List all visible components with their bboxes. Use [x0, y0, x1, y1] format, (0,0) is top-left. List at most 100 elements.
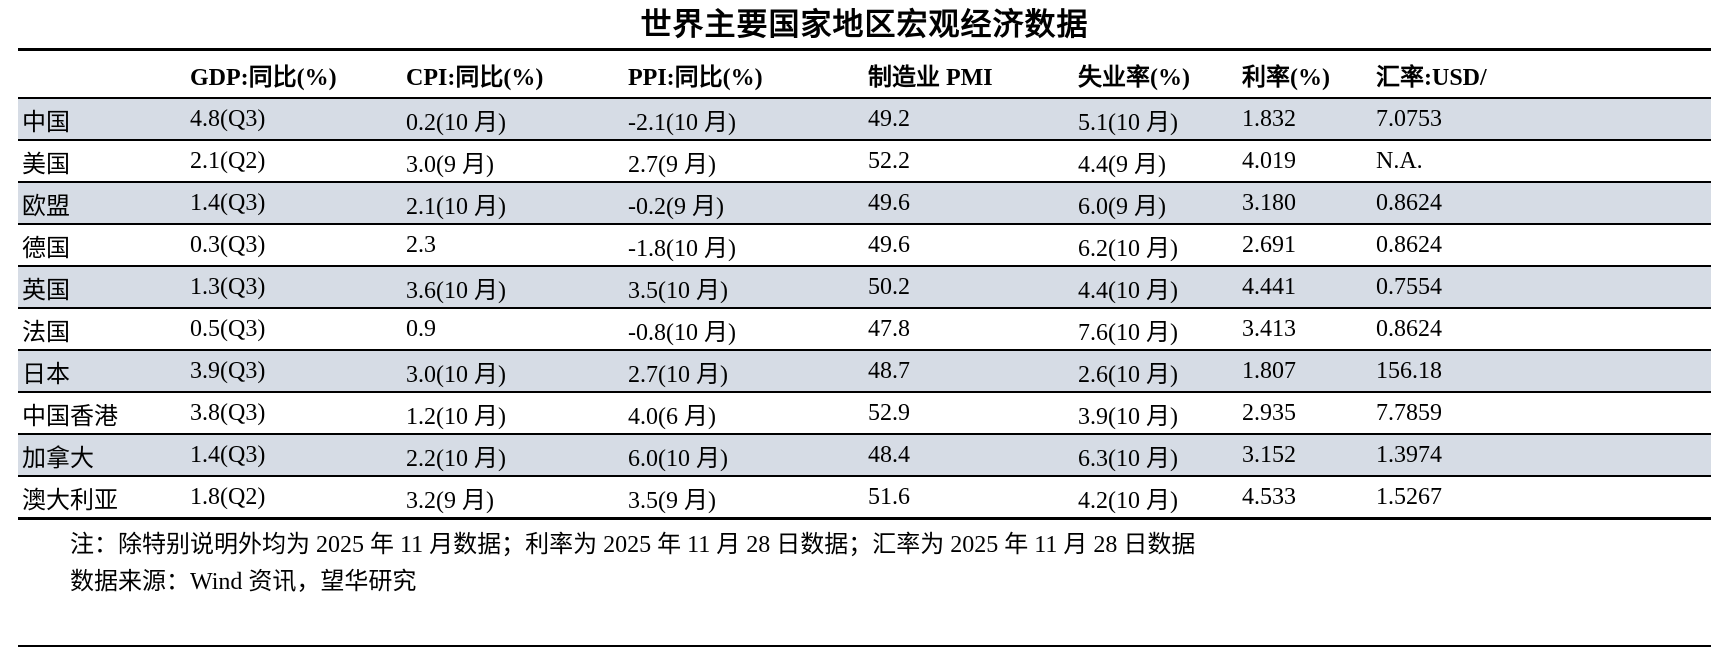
cell-cpi: 2.1(10 月)	[406, 193, 506, 220]
region-cell: 澳大利亚	[22, 487, 118, 514]
region-cell: 日本	[22, 361, 70, 388]
cell-pmi: 52.2	[868, 147, 910, 174]
cell-cpi: 2.2(10 月)	[406, 445, 506, 472]
cell-pmi: 49.6	[868, 189, 910, 216]
cell-interest_rate: 4.533	[1242, 483, 1296, 510]
cell-cpi: 3.2(9 月)	[406, 487, 494, 514]
cell-interest_rate: 2.935	[1242, 399, 1296, 426]
table-row: 中国 4.8(Q3) 0.2(10 月) -2.1(10 月) 49.2 5.1(10 月…	[18, 98, 1711, 140]
cell-ppi: 6.0(10 月)	[628, 445, 728, 472]
cell-interest_rate: 1.807	[1242, 357, 1296, 384]
table-row: 中国香港 3.8(Q3) 1.2(10 月) 4.0(6 月) 52.9 3.9(10 月…	[18, 392, 1711, 434]
table-row: 美国 2.1(Q2) 3.0(9 月) 2.7(9 月) 52.2 4.4(9 月) 4.0…	[18, 140, 1711, 182]
column-header	[18, 51, 186, 98]
macro-data-table: GDP:同比(%) CPI:同比(%) PPI:同比(%) 制造业 PMI 失业率(%)…	[18, 51, 1711, 520]
column-header: 利率(%)	[1242, 64, 1330, 91]
cell-ppi: -1.8(10 月)	[628, 235, 736, 262]
cell-fx_rate: 1.3974	[1376, 441, 1442, 468]
cell-unemployment: 4.2(10 月)	[1078, 487, 1178, 514]
cell-ppi: 3.5(10 月)	[628, 277, 728, 304]
cell-unemployment: 4.4(9 月)	[1078, 151, 1166, 178]
cell-gdp: 0.3(Q3)	[190, 231, 266, 258]
cell-gdp: 3.9(Q3)	[190, 357, 266, 384]
table-footnotes: 注：除特别说明外均为 2025 年 11 月数据；利率为 2025 年 11 月…	[70, 527, 1711, 601]
cell-pmi: 48.7	[868, 357, 910, 384]
cell-pmi: 49.6	[868, 231, 910, 258]
region-cell: 美国	[22, 151, 70, 178]
cell-fx_rate: 0.7554	[1376, 273, 1442, 300]
cell-unemployment: 7.6(10 月)	[1078, 319, 1178, 346]
cell-unemployment: 6.0(9 月)	[1078, 193, 1166, 220]
region-cell: 加拿大	[22, 445, 94, 472]
table-row: 澳大利亚 1.8(Q2) 3.2(9 月) 3.5(9 月) 51.6 4.2(10 月)…	[18, 476, 1711, 519]
column-header: 制造业 PMI	[868, 64, 993, 91]
cell-gdp: 1.3(Q3)	[190, 273, 266, 300]
cell-fx_rate: 156.18	[1376, 357, 1442, 384]
cell-unemployment: 6.3(10 月)	[1078, 445, 1178, 472]
table-row: 法国 0.5(Q3) 0.9 -0.8(10 月) 47.8 7.6(10 月) 3.413…	[18, 308, 1711, 350]
cell-cpi: 3.0(9 月)	[406, 151, 494, 178]
cell-pmi: 51.6	[868, 483, 910, 510]
cell-interest_rate: 3.152	[1242, 441, 1296, 468]
macro-data-table-wrap: GDP:同比(%) CPI:同比(%) PPI:同比(%) 制造业 PMI 失业率(%)…	[18, 48, 1711, 520]
column-header: CPI:同比(%)	[406, 64, 544, 91]
cell-interest_rate: 4.019	[1242, 147, 1296, 174]
cell-pmi: 50.2	[868, 273, 910, 300]
column-header: 失业率(%)	[1078, 64, 1190, 91]
cell-cpi: 0.9	[406, 315, 436, 342]
cell-ppi: 4.0(6 月)	[628, 403, 716, 430]
region-cell: 法国	[22, 319, 70, 346]
region-cell: 中国	[22, 109, 70, 136]
cell-interest_rate: 2.691	[1242, 231, 1296, 258]
cell-unemployment: 5.1(10 月)	[1078, 109, 1178, 136]
cell-unemployment: 6.2(10 月)	[1078, 235, 1178, 262]
table-header-row: GDP:同比(%) CPI:同比(%) PPI:同比(%) 制造业 PMI 失业率(%)…	[18, 51, 1711, 98]
table-row: 日本 3.9(Q3) 3.0(10 月) 2.7(10 月) 48.7 2.6(10 月)…	[18, 350, 1711, 392]
table-row: 加拿大 1.4(Q3) 2.2(10 月) 6.0(10 月) 48.4 6.3(10 月…	[18, 434, 1711, 476]
cell-ppi: -2.1(10 月)	[628, 109, 736, 136]
cell-unemployment: 4.4(10 月)	[1078, 277, 1178, 304]
cell-cpi: 3.6(10 月)	[406, 277, 506, 304]
table-row: 欧盟 1.4(Q3) 2.1(10 月) -0.2(9 月) 49.6 6.0(9 月) 3…	[18, 182, 1711, 224]
cell-gdp: 4.8(Q3)	[190, 105, 266, 132]
cell-fx_rate: N.A.	[1376, 147, 1423, 174]
page-title: 世界主要国家地区宏观经济数据	[640, 7, 1089, 42]
region-cell: 中国香港	[22, 403, 118, 430]
cell-cpi: 0.2(10 月)	[406, 109, 506, 136]
region-cell: 德国	[22, 235, 70, 262]
table-note: 注：除特别说明外均为 2025 年 11 月数据；利率为 2025 年 11 月…	[70, 532, 1196, 558]
cell-cpi: 2.3	[406, 231, 436, 258]
cell-fx_rate: 0.8624	[1376, 315, 1442, 342]
region-cell: 英国	[22, 277, 70, 304]
bottom-divider	[18, 645, 1711, 647]
cell-gdp: 3.8(Q3)	[190, 399, 266, 426]
cell-ppi: 2.7(9 月)	[628, 151, 716, 178]
cell-gdp: 1.8(Q2)	[190, 483, 266, 510]
cell-fx_rate: 7.7859	[1376, 399, 1442, 426]
cell-ppi: 3.5(9 月)	[628, 487, 716, 514]
cell-ppi: -0.2(9 月)	[628, 193, 724, 220]
table-row: 英国 1.3(Q3) 3.6(10 月) 3.5(10 月) 50.2 4.4(10 月)…	[18, 266, 1711, 308]
cell-fx_rate: 0.8624	[1376, 189, 1442, 216]
column-header: GDP:同比(%)	[190, 64, 337, 91]
column-header: 汇率:USD/	[1376, 64, 1487, 91]
cell-gdp: 0.5(Q3)	[190, 315, 266, 342]
cell-cpi: 3.0(10 月)	[406, 361, 506, 388]
cell-fx_rate: 7.0753	[1376, 105, 1442, 132]
cell-fx_rate: 0.8624	[1376, 231, 1442, 258]
cell-ppi: 2.7(10 月)	[628, 361, 728, 388]
cell-pmi: 47.8	[868, 315, 910, 342]
cell-fx_rate: 1.5267	[1376, 483, 1442, 510]
cell-gdp: 1.4(Q3)	[190, 441, 266, 468]
cell-pmi: 49.2	[868, 105, 910, 132]
cell-pmi: 52.9	[868, 399, 910, 426]
cell-ppi: -0.8(10 月)	[628, 319, 736, 346]
column-header: PPI:同比(%)	[628, 64, 763, 91]
cell-unemployment: 3.9(10 月)	[1078, 403, 1178, 430]
cell-gdp: 1.4(Q3)	[190, 189, 266, 216]
region-cell: 欧盟	[22, 193, 70, 220]
cell-pmi: 48.4	[868, 441, 910, 468]
data-source-note: 数据来源：Wind 资讯，望华研究	[70, 569, 417, 595]
cell-interest_rate: 3.413	[1242, 315, 1296, 342]
cell-interest_rate: 4.441	[1242, 273, 1296, 300]
